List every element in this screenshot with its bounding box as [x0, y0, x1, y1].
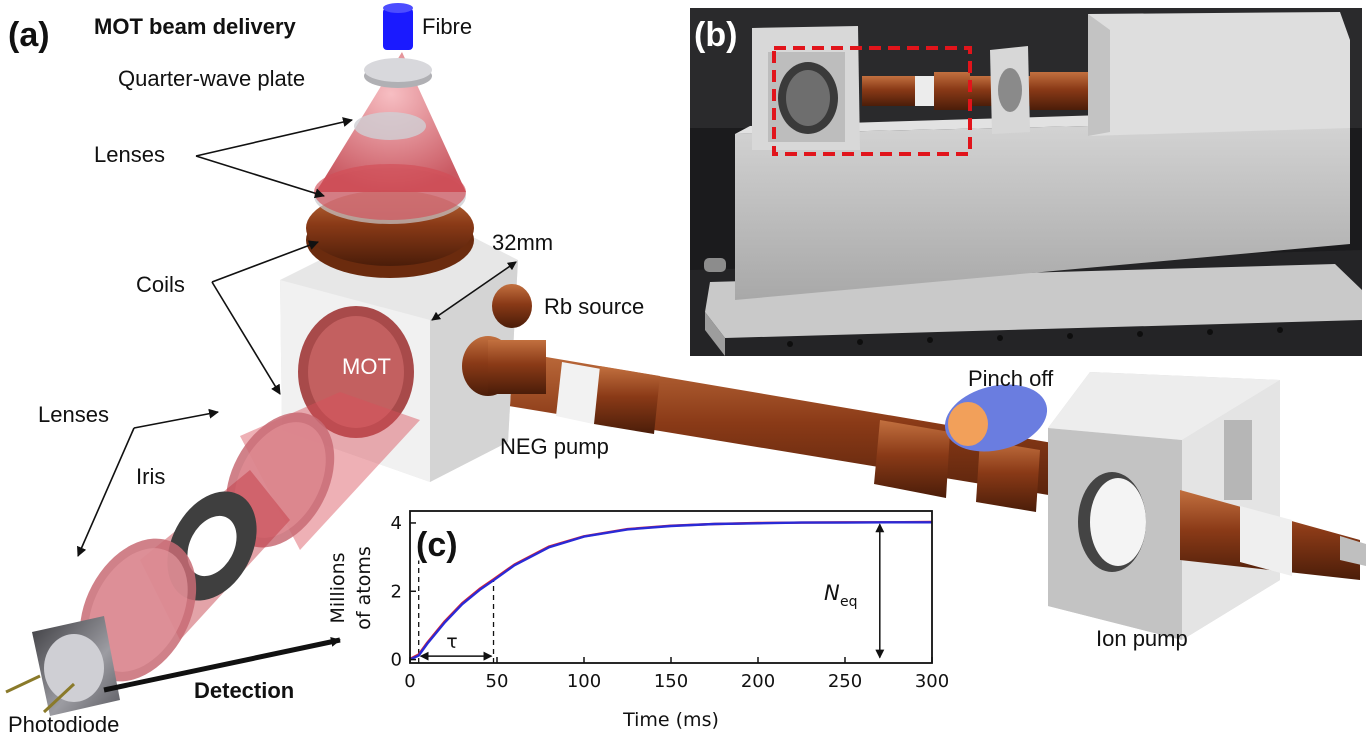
beam-delivery-optics [306, 3, 474, 278]
panel-label-b: (b) [694, 16, 737, 54]
label-iris: Iris [136, 464, 165, 489]
x-ticks: 0 50 100 150 200 250 300 [404, 657, 949, 692]
pinch-off-part [944, 384, 1048, 452]
y-axis-label-line1: Millions [327, 552, 349, 623]
y-tick-label: 2 [391, 581, 402, 602]
detection-arrow [103, 636, 341, 693]
label-ion-pump: Ion pump [1096, 626, 1188, 651]
y-ticks: 0 2 4 [391, 513, 416, 671]
label-quarter-wave-plate: Quarter-wave plate [118, 66, 305, 91]
label-pinch-off: Pinch off [968, 366, 1054, 391]
label-dimension: 32mm [492, 230, 553, 255]
label-neg-pump: NEG pump [500, 434, 609, 459]
label-lenses-bottom: Lenses [38, 402, 109, 427]
label-rb-source: Rb source [544, 294, 644, 319]
photo-panel-b [690, 8, 1362, 356]
x-axis-label: Time (ms) [622, 709, 719, 731]
chart-guide-lines [418, 523, 885, 663]
label-mot: MOT [342, 354, 391, 379]
label-photodiode: Photodiode [8, 712, 119, 737]
tau-label: τ [446, 631, 457, 653]
x-tick-label: 200 [741, 671, 775, 692]
x-tick-label: 100 [567, 671, 601, 692]
label-detection: Detection [194, 678, 294, 703]
label-mot-beam-delivery: MOT beam delivery [94, 14, 297, 39]
y-tick-label: 0 [391, 650, 402, 671]
panel-label-a: (a) [8, 16, 50, 54]
x-tick-label: 250 [828, 671, 862, 692]
chart-series [409, 520, 933, 661]
x-tick-label: 50 [486, 671, 509, 692]
detection-optics [5, 392, 420, 716]
x-tick-label: 150 [654, 671, 688, 692]
y-axis-label-line2: of atoms [353, 546, 375, 629]
x-tick-label: 0 [404, 671, 415, 692]
label-fibre: Fibre [422, 14, 472, 39]
ion-pump-part [1048, 372, 1366, 640]
label-lenses-top: Lenses [94, 142, 165, 167]
x-tick-label: 300 [915, 671, 949, 692]
n-eq-subscript: eq [840, 594, 858, 610]
chart-panel-c: 0 50 100 150 200 250 300 0 2 4 (c) Time (ms) Mil… [327, 510, 949, 731]
panel-label-c: (c) [416, 526, 458, 564]
highlight-box [772, 46, 972, 156]
label-coils: Coils [136, 272, 185, 297]
y-tick-label: 4 [391, 513, 402, 534]
annotation-arrows [77, 117, 517, 557]
data-series-line [409, 521, 932, 661]
n-eq-label: N [824, 581, 840, 605]
